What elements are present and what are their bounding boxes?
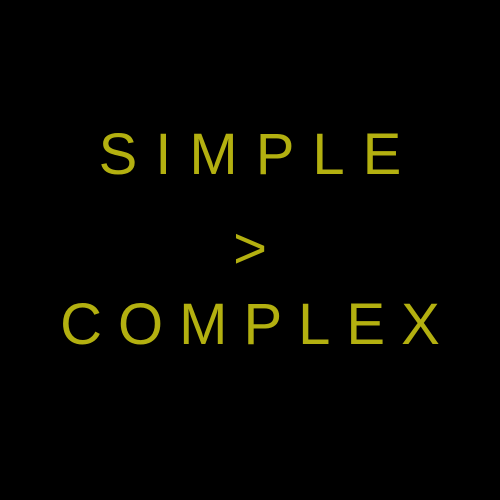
greater-than-symbol: > — [233, 216, 267, 281]
headline-word-complex: COMPLEX — [60, 292, 456, 357]
headline-word-simple: SIMPLE — [98, 122, 420, 187]
